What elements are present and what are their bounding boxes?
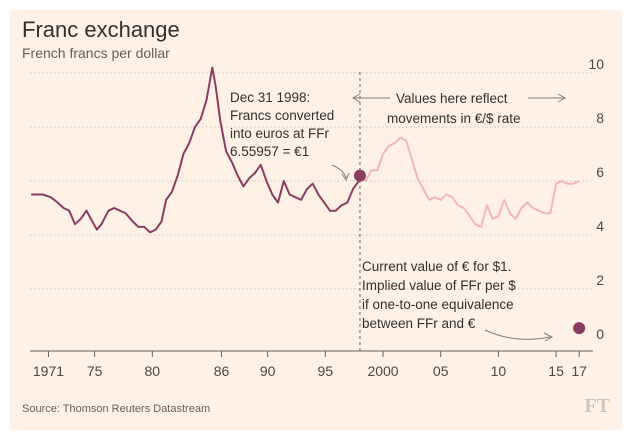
y-tick-label-8: 8 <box>596 110 604 126</box>
gridlines <box>30 72 593 290</box>
x-tick-label-2000: 2000 <box>367 363 398 379</box>
reflect-note-line-1: Values here reflect <box>396 91 508 106</box>
x-tick-label-15: 15 <box>548 363 564 379</box>
y-tick-label-0: 0 <box>596 326 604 342</box>
x-tick-label-05: 05 <box>433 363 449 379</box>
conversion-annotation: Dec 31 1998: Francs converted into euros… <box>230 90 350 182</box>
current-value-marker <box>573 322 586 335</box>
conversion-point-marker <box>353 169 366 182</box>
ft-logo: FT <box>584 395 610 417</box>
current-arrowhead <box>543 332 554 342</box>
y-axis-ticks: 0 2 4 6 8 10 <box>588 56 604 342</box>
franc-series-line <box>31 66 361 234</box>
current-note-line-1: Current value of € for $1. <box>362 259 511 274</box>
x-tick-label-10: 10 <box>491 363 507 379</box>
chart-subtitle: French francs per dollar <box>22 45 170 61</box>
y-tick-label-10: 10 <box>588 56 604 72</box>
conversion-note-line-3: into euros at FFr <box>230 126 330 141</box>
reflect-note-line-2: movements in €/$ rate <box>387 111 521 126</box>
conversion-note-line-1: Dec 31 1998: <box>230 90 310 105</box>
euro-period-series-line <box>359 136 580 228</box>
conversion-note-line-2: Francs converted <box>230 108 334 123</box>
current-arrow <box>484 329 551 340</box>
current-value-annotation: Current value of € for $1. Implied value… <box>362 259 554 342</box>
x-tick-label-75: 75 <box>87 363 103 379</box>
franc-exchange-chart: Franc exchange French francs per dollar … <box>22 17 611 417</box>
current-note-line-2: Implied value of FFr per $ <box>362 278 516 293</box>
conversion-arrow <box>331 164 347 179</box>
right-arrowhead <box>557 93 567 103</box>
x-axis-ticks: 1971 75 80 86 90 95 2000 05 10 15 17 <box>33 351 587 379</box>
left-arrowhead <box>351 93 361 103</box>
y-tick-label-4: 4 <box>596 218 604 234</box>
x-tick-label-80: 80 <box>145 363 161 379</box>
x-tick-label-1971: 1971 <box>33 363 64 379</box>
chart-card: Franc exchange French francs per dollar … <box>10 10 622 430</box>
euro-period-annotation: Values here reflect movements in €/$ rat… <box>351 91 567 126</box>
x-axis: 1971 75 80 86 90 95 2000 05 10 15 17 <box>30 350 593 379</box>
x-tick-label-86: 86 <box>214 363 230 379</box>
current-note-line-3: if one-to-one equivalence <box>362 297 514 312</box>
current-note-line-4: between FFr and € <box>362 316 476 331</box>
x-tick-label-17: 17 <box>571 363 587 379</box>
y-tick-label-2: 2 <box>596 272 604 288</box>
y-tick-label-6: 6 <box>596 164 604 180</box>
conversion-arrowhead <box>341 172 350 182</box>
series-lines <box>31 66 580 234</box>
markers <box>353 169 586 335</box>
source-note: Source: Thomson Reuters Datastream <box>22 403 210 415</box>
x-tick-label-95: 95 <box>318 363 334 379</box>
x-tick-label-90: 90 <box>260 363 276 379</box>
conversion-note-line-4: 6.55957 = €1 <box>230 144 309 159</box>
chart-title: Franc exchange <box>22 17 180 42</box>
